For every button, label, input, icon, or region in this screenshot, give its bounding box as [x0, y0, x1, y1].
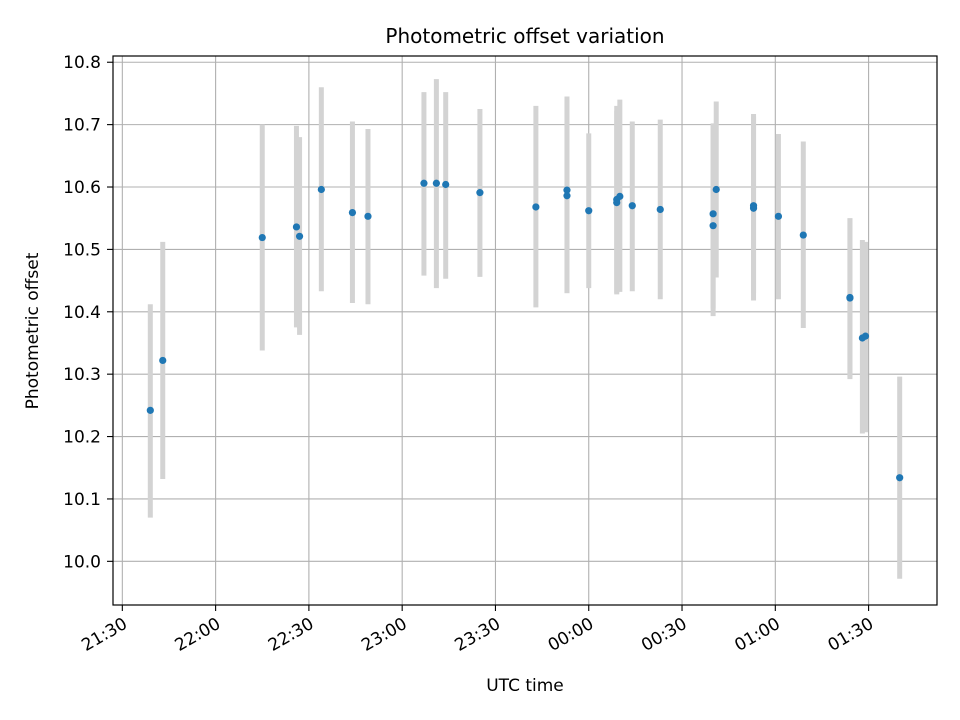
data-point — [656, 205, 664, 214]
data-point — [709, 222, 717, 230]
data-point — [861, 332, 870, 340]
data-point — [585, 207, 593, 215]
y-tick-label: 10.7 — [63, 116, 101, 136]
data-point — [420, 179, 428, 187]
data-point — [749, 204, 758, 212]
y-tick-label: 10.4 — [63, 303, 101, 323]
data-point — [616, 192, 624, 200]
data-point — [712, 185, 720, 194]
data-point — [799, 231, 807, 239]
data-point — [295, 232, 304, 240]
data-point — [774, 212, 783, 220]
data-point — [563, 186, 571, 194]
data-point — [432, 179, 440, 187]
data-point — [532, 203, 540, 211]
x-axis-title: UTC time — [486, 676, 564, 696]
data-point — [476, 189, 484, 197]
plot-frame — [112, 55, 938, 606]
y-tick-label: 10.3 — [63, 365, 101, 385]
data-point — [292, 223, 301, 231]
y-tick-label: 10.6 — [63, 178, 101, 198]
data-point — [146, 406, 154, 414]
data-point — [628, 202, 636, 210]
y-axis-title: Photometric offset — [23, 252, 43, 409]
data-point — [709, 210, 717, 218]
data-point — [159, 356, 167, 365]
y-tick-label: 10.2 — [63, 428, 101, 448]
chart-title: Photometric offset variation — [385, 24, 664, 48]
data-point — [317, 185, 325, 194]
y-tick-label: 10.0 — [63, 552, 101, 572]
y-tick-label: 10.8 — [63, 53, 101, 73]
data-point — [563, 192, 571, 200]
y-tick-label: 10.5 — [63, 240, 101, 260]
data-point — [846, 293, 854, 302]
data-point — [258, 233, 266, 242]
data-point — [896, 474, 904, 482]
data-point — [348, 208, 357, 217]
y-tick-label: 10.1 — [63, 490, 101, 510]
data-point — [364, 212, 372, 220]
data-point — [442, 180, 450, 189]
